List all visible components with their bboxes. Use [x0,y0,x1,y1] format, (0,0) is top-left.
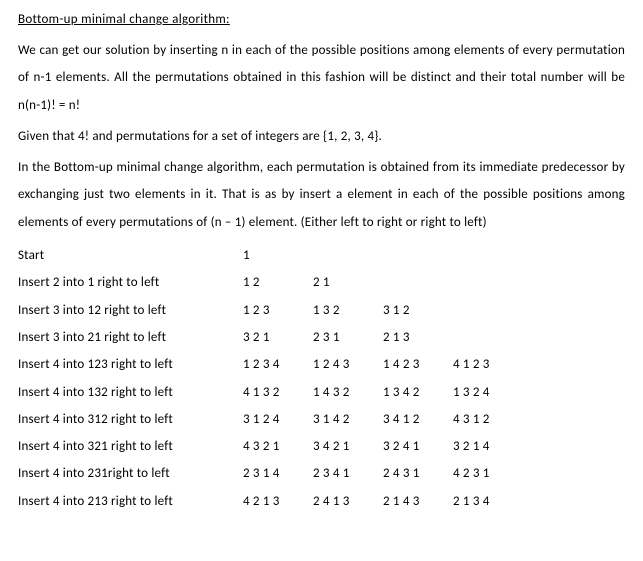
row-label: Insert 4 into 231right to left [18,460,243,487]
row-cell: 3 2 1 4 [453,433,523,460]
row-cell: 2 1 [313,269,383,296]
table-row: Insert 4 into 312 right to left 3 1 2 4 … [18,406,625,433]
table-row: Start 1 [18,242,625,269]
table-row: Insert 4 into 213 right to left 4 2 1 3 … [18,488,625,515]
table-row: Insert 3 into 21 right to left 3 2 1 2 3… [18,324,625,351]
document-page: Bottom-up minimal change algorithm: We c… [0,0,643,533]
table-row: Insert 4 into 321 right to left 4 3 2 1 … [18,433,625,460]
row-cell: 1 2 [243,269,313,296]
row-cell: 1 2 3 [243,297,313,324]
heading-title: Bottom-up minimal change algorithm: [18,12,625,27]
permutation-table: Start 1 Insert 2 into 1 right to left 1 … [18,242,625,515]
table-row: Insert 2 into 1 right to left 1 2 2 1 [18,269,625,296]
row-label: Insert 3 into 12 right to left [18,297,243,324]
row-cell: 1 3 2 [313,297,383,324]
table-row: Insert 4 into 231right to left 2 3 1 4 2… [18,460,625,487]
row-cell: 2 1 3 [383,324,453,351]
row-label: Insert 4 into 321 right to left [18,433,243,460]
row-cell: 4 2 1 3 [243,488,313,515]
row-cell: 2 4 3 1 [383,460,453,487]
row-cell: 2 3 4 1 [313,460,383,487]
row-cell: 1 2 4 3 [313,351,383,378]
table-row: Insert 3 into 12 right to left 1 2 3 1 3… [18,297,625,324]
row-label: Insert 3 into 21 right to left [18,324,243,351]
row-cell: 1 4 3 2 [313,379,383,406]
row-cell: 4 3 2 1 [243,433,313,460]
row-cell: 2 3 1 [313,324,383,351]
row-cell: 3 4 1 2 [383,406,453,433]
row-label: Start [18,242,243,269]
row-cell: 1 [243,242,313,269]
row-cell: 4 1 3 2 [243,379,313,406]
row-cell: 1 3 2 4 [453,379,523,406]
row-cell: 2 1 3 4 [453,488,523,515]
row-cell: 4 3 1 2 [453,406,523,433]
row-cell: 2 4 1 3 [313,488,383,515]
row-cell: 4 2 3 1 [453,460,523,487]
row-cell: 1 4 2 3 [383,351,453,378]
paragraph-3: In the Bottom-up minimal change algorith… [18,154,625,236]
row-cell: 1 3 4 2 [383,379,453,406]
row-cell: 2 3 1 4 [243,460,313,487]
row-label: Insert 4 into 123 right to left [18,351,243,378]
row-cell: 4 1 2 3 [453,351,523,378]
table-row: Insert 4 into 123 right to left 1 2 3 4 … [18,351,625,378]
table-row: Insert 4 into 132 right to left 4 1 3 2 … [18,379,625,406]
paragraph-1: We can get our solution by inserting n i… [18,37,625,119]
row-cell: 3 1 4 2 [313,406,383,433]
row-cell: 3 2 1 [243,324,313,351]
row-label: Insert 4 into 312 right to left [18,406,243,433]
row-cell: 3 1 2 [383,297,453,324]
row-cell: 3 2 4 1 [383,433,453,460]
row-cell: 1 2 3 4 [243,351,313,378]
row-label: Insert 4 into 132 right to left [18,379,243,406]
row-cell: 2 1 4 3 [383,488,453,515]
row-cell: 3 4 2 1 [313,433,383,460]
row-label: Insert 4 into 213 right to left [18,488,243,515]
row-cell: 3 1 2 4 [243,406,313,433]
row-label: Insert 2 into 1 right to left [18,269,243,296]
paragraph-2: Given that 4! and permutations for a set… [18,123,625,150]
